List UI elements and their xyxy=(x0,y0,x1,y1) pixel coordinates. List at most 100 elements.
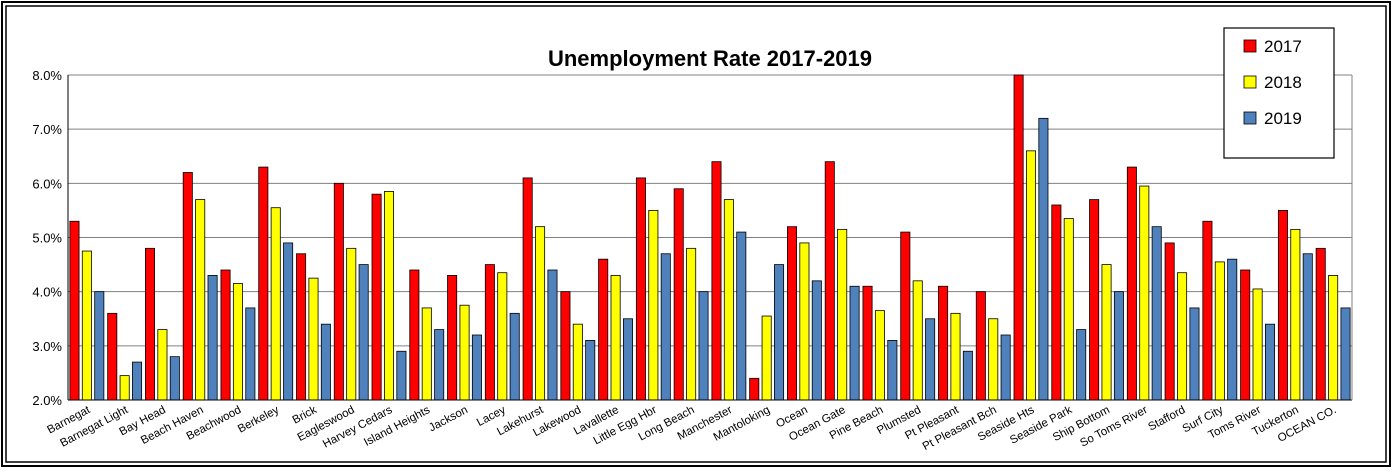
bar-2017 xyxy=(673,188,684,401)
bar-2019 xyxy=(962,350,973,401)
bar-2018 xyxy=(686,247,697,401)
bar-2018 xyxy=(1290,228,1301,401)
bar-2019 xyxy=(320,323,331,401)
bar-2017 xyxy=(1051,204,1062,401)
bar-2017 xyxy=(711,161,722,401)
bar-2018 xyxy=(383,191,394,401)
bar-2018 xyxy=(950,312,961,401)
bar-2019 xyxy=(736,231,747,401)
legend-swatch-2017 xyxy=(1243,39,1257,53)
bar-2017 xyxy=(1240,269,1251,401)
bar-2018 xyxy=(799,242,810,401)
legend-box xyxy=(1223,27,1335,159)
bar-2017 xyxy=(635,177,646,401)
bar-2018 xyxy=(761,315,772,401)
bar-2019 xyxy=(434,329,445,401)
bar-2017 xyxy=(1013,74,1024,401)
bar-2018 xyxy=(1026,150,1037,401)
bar-2019 xyxy=(660,253,671,401)
bar-2017 xyxy=(182,172,193,401)
bar-2019 xyxy=(1038,117,1049,401)
bar-2017 xyxy=(484,264,495,401)
bar-2018 xyxy=(988,318,999,401)
bar-2017 xyxy=(107,312,118,401)
bar-2018 xyxy=(195,199,206,401)
bar-2017 xyxy=(447,275,458,401)
bar-2019 xyxy=(471,334,482,401)
bar-2019 xyxy=(132,361,143,401)
bar-2018 xyxy=(1177,272,1188,401)
bar-2017 xyxy=(220,269,231,401)
bar-2019 xyxy=(1076,329,1087,401)
bar-2019 xyxy=(1151,226,1162,401)
bar-2019 xyxy=(358,264,369,401)
legend-swatch-2018 xyxy=(1243,75,1257,89)
y-tick-labels: 2.0% 3.0% 4.0% 5.0% 6.0% 7.0% 8.0% xyxy=(32,68,62,408)
y-tick-label: 2.0% xyxy=(32,393,62,408)
bar-2019 xyxy=(1340,307,1351,401)
bar-2017 xyxy=(900,231,911,401)
bar-2018 xyxy=(723,199,734,401)
bar-2018 xyxy=(1214,261,1225,401)
bar-2017 xyxy=(1202,220,1213,401)
y-tick-label: 4.0% xyxy=(32,285,62,300)
bar-2018 xyxy=(1139,185,1150,401)
bar-2017 xyxy=(862,285,873,401)
bar-2018 xyxy=(874,310,885,401)
y-tick-label: 8.0% xyxy=(32,68,62,83)
bar-2017 xyxy=(409,269,420,401)
bar-layer xyxy=(69,74,1351,401)
bar-2017 xyxy=(1277,210,1288,401)
bar-2018 xyxy=(459,304,470,401)
bar-2019 xyxy=(811,280,822,401)
legend-label-2017: 2017 xyxy=(1264,37,1302,56)
bar-2017 xyxy=(296,253,307,401)
bar-2019 xyxy=(1189,307,1200,401)
bar-2017 xyxy=(1126,166,1137,401)
bar-2019 xyxy=(1264,323,1275,401)
inner-frame xyxy=(5,5,1387,463)
bar-2017 xyxy=(258,166,269,401)
bar-2017 xyxy=(69,220,80,401)
bar-2018 xyxy=(1328,275,1339,401)
bar-2019 xyxy=(1227,258,1238,401)
bar-2018 xyxy=(232,283,243,401)
bar-2018 xyxy=(1063,218,1074,401)
bar-2017 xyxy=(749,377,760,401)
bar-2018 xyxy=(1101,264,1112,401)
bar-2017 xyxy=(1089,199,1100,401)
bar-2018 xyxy=(81,250,92,401)
bar-2019 xyxy=(887,340,898,401)
bar-2017 xyxy=(333,182,344,401)
bar-2017 xyxy=(938,285,949,401)
bar-2019 xyxy=(207,275,218,401)
bar-2018 xyxy=(157,329,168,401)
bar-2017 xyxy=(1164,242,1175,401)
bar-2017 xyxy=(522,177,533,401)
bar-2019 xyxy=(849,285,860,401)
y-tick-label: 3.0% xyxy=(32,339,62,354)
bar-2019 xyxy=(509,312,520,401)
bar-2017 xyxy=(1315,247,1326,401)
legend: 2017 2018 2019 xyxy=(1223,27,1335,159)
bar-2018 xyxy=(346,247,357,401)
bar-2017 xyxy=(560,291,571,401)
y-tick-label: 6.0% xyxy=(32,176,62,191)
bar-2018 xyxy=(912,280,923,401)
y-tick-label: 7.0% xyxy=(32,122,62,137)
bar-2019 xyxy=(1000,334,1011,401)
bar-2018 xyxy=(119,375,130,401)
chart-title: Unemployment Rate 2017-2019 xyxy=(548,46,872,71)
bar-2018 xyxy=(648,210,659,401)
bar-2019 xyxy=(94,291,105,401)
bar-2019 xyxy=(169,356,180,401)
legend-label-2018: 2018 xyxy=(1264,73,1302,92)
bar-2017 xyxy=(824,161,835,401)
bar-2019 xyxy=(1113,291,1124,401)
bar-2018 xyxy=(535,226,546,401)
bar-2018 xyxy=(308,277,319,401)
bar-2019 xyxy=(925,318,936,401)
bar-2017 xyxy=(598,258,609,401)
